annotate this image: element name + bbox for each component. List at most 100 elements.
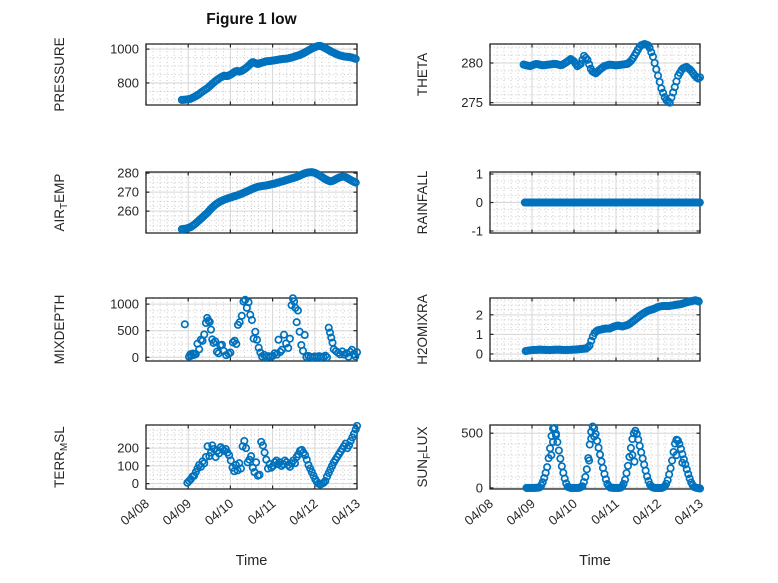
y-tick-label: 275: [461, 95, 483, 110]
data-point: [252, 335, 262, 344]
mixdepth-data-points: [180, 294, 362, 362]
pressure-data-points: [177, 41, 360, 104]
data-point: [211, 337, 220, 346]
x-tick-label: 04/12: [629, 496, 664, 528]
data-point: [581, 472, 590, 482]
data-point: [546, 444, 555, 453]
data-point: [322, 353, 332, 362]
data-point: [666, 464, 675, 473]
x-tick-label: 04/08: [117, 496, 152, 528]
data-point: [321, 351, 330, 360]
data-point: [695, 73, 705, 82]
data-point: [240, 436, 249, 446]
data-point: [694, 297, 703, 306]
x-tick-label: 04/11: [245, 496, 279, 528]
x-axis-label-right: Time: [579, 553, 611, 569]
data-point: [200, 330, 209, 339]
data-point: [538, 478, 547, 487]
data-point: [241, 444, 251, 453]
data-point: [325, 328, 335, 337]
data-point: [201, 452, 210, 462]
data-point: [349, 429, 359, 438]
subplot-terr-msl: 0 100 200 TERRMSL 04/08 04/09 04/10 04/11 04/12 0…: [52, 421, 363, 528]
data-point: [695, 484, 705, 493]
data-point: [551, 431, 560, 440]
data-point: [351, 54, 360, 63]
subplot-theta: 275 280 THETA: [415, 39, 705, 110]
x-axis-label-left: Time: [235, 553, 268, 569]
data-point: [293, 306, 302, 315]
y-tick-label: 270: [117, 185, 139, 200]
data-point: [203, 442, 212, 451]
x-tick-label: 04/11: [588, 496, 622, 528]
data-point: [284, 343, 293, 353]
terr-msl-data-points: [183, 421, 362, 489]
subplot-mixdepth: 0 500 1000 MIXDEPTH: [52, 294, 362, 365]
data-point: [254, 343, 263, 352]
data-point: [206, 325, 216, 334]
data-point: [180, 320, 189, 329]
data-point: [557, 462, 566, 471]
data-point: [352, 348, 362, 357]
data-point: [585, 341, 594, 350]
data-point: [583, 55, 592, 64]
data-point: [285, 334, 294, 343]
data-point: [675, 439, 684, 448]
data-point: [685, 474, 694, 483]
data-point: [585, 60, 594, 69]
data-point: [590, 432, 599, 441]
data-point: [652, 65, 661, 74]
y-axis-label-h2omixra: H2OMIXRA: [415, 294, 430, 365]
x-tick-label: 04/09: [160, 496, 195, 528]
data-point: [195, 345, 204, 354]
sun-flux-data-points: [522, 422, 705, 493]
tick-marks: [145, 44, 358, 105]
y-tick-label: 0: [476, 480, 483, 495]
data-point: [298, 346, 308, 355]
y-axis-label-terr-msl: TERRMSL: [52, 426, 70, 488]
minor-grid: [490, 172, 700, 233]
tick-marks: [145, 172, 358, 233]
data-point: [260, 448, 269, 457]
data-point: [576, 59, 585, 68]
data-point: [543, 463, 552, 472]
tick-marks: [489, 44, 701, 105]
subplot-rainfall: -1 0 1 RAINFALL: [415, 166, 704, 239]
y-tick-label: 500: [461, 426, 483, 441]
data-point: [658, 88, 668, 97]
data-point: [594, 443, 603, 452]
h2omixra-data-points: [521, 296, 703, 356]
axes-box: [145, 43, 358, 106]
axes-box: [489, 297, 701, 362]
figure-title: Figure 1 low: [206, 11, 297, 28]
data-point: [635, 441, 644, 450]
data-point: [258, 441, 267, 450]
data-point: [279, 330, 289, 339]
y-tick-label: 0: [132, 350, 139, 365]
data-point: [351, 352, 360, 361]
data-point: [626, 443, 635, 453]
data-point: [244, 298, 253, 307]
data-point: [247, 316, 256, 325]
axes-box: [145, 297, 358, 362]
rainfall-data-points: [520, 198, 704, 207]
y-tick-label: 0: [132, 476, 139, 491]
data-point: [643, 472, 652, 481]
data-point: [554, 446, 563, 455]
major-grid: [146, 44, 357, 105]
y-axis-label-air-temp: AIRTEMP: [52, 174, 70, 232]
data-point: [232, 339, 241, 349]
data-point: [205, 317, 214, 326]
data-point: [657, 84, 666, 93]
x-tick-label: 04/08: [461, 496, 496, 528]
y-tick-label: -1: [471, 224, 483, 239]
y-axis-label-pressure: PRESSURE: [52, 37, 67, 111]
data-point: [587, 336, 596, 345]
y-tick-label: 100: [117, 458, 139, 473]
subplot-h2omixra: 0 1 2 H2OMIXRA: [415, 294, 703, 365]
data-point: [274, 335, 283, 344]
minor-grid: [146, 44, 357, 105]
x-tick-label: 04/12: [286, 496, 321, 528]
data-point: [585, 456, 594, 465]
